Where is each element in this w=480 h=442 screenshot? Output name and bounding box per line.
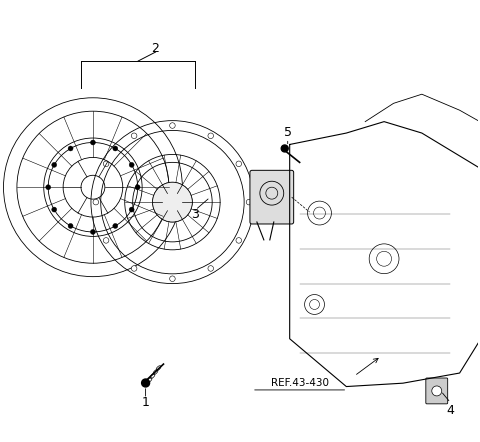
Circle shape	[208, 266, 214, 271]
Circle shape	[236, 161, 241, 167]
Circle shape	[169, 276, 175, 282]
Circle shape	[90, 140, 96, 145]
Text: 2: 2	[152, 42, 159, 55]
Circle shape	[103, 161, 109, 167]
Circle shape	[132, 266, 137, 271]
Circle shape	[90, 229, 96, 234]
Circle shape	[135, 185, 140, 190]
Circle shape	[52, 207, 57, 212]
Circle shape	[68, 146, 73, 151]
Circle shape	[68, 224, 73, 229]
Circle shape	[432, 386, 442, 396]
Circle shape	[103, 238, 109, 243]
FancyBboxPatch shape	[426, 378, 448, 404]
Circle shape	[246, 199, 252, 205]
Circle shape	[52, 162, 57, 168]
Text: 4: 4	[447, 404, 455, 417]
Circle shape	[46, 185, 51, 190]
Circle shape	[113, 224, 118, 229]
Circle shape	[236, 238, 241, 243]
Circle shape	[129, 162, 134, 168]
Text: REF.43-430: REF.43-430	[271, 378, 329, 388]
Circle shape	[129, 207, 134, 212]
Text: 3: 3	[192, 208, 199, 221]
Circle shape	[113, 146, 118, 151]
Circle shape	[93, 199, 98, 205]
Circle shape	[208, 133, 214, 139]
Circle shape	[281, 145, 288, 152]
Text: 5: 5	[284, 126, 292, 139]
Circle shape	[142, 379, 150, 387]
FancyBboxPatch shape	[250, 170, 294, 224]
Circle shape	[153, 182, 192, 222]
Text: 1: 1	[142, 396, 150, 409]
Circle shape	[132, 133, 137, 139]
Circle shape	[169, 123, 175, 128]
